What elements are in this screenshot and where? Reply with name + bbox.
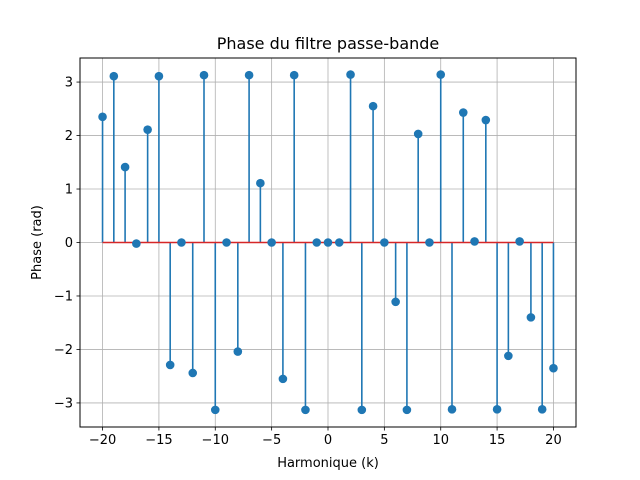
stem-marker bbox=[481, 115, 491, 125]
stem-marker bbox=[368, 101, 378, 111]
y-tick-label: 2 bbox=[65, 129, 73, 144]
x-tick-label: 0 bbox=[324, 433, 332, 448]
chart-title: Phase du filtre passe-bande bbox=[217, 34, 440, 53]
stem-marker bbox=[256, 178, 265, 188]
stem-marker bbox=[267, 238, 276, 247]
stem-marker bbox=[323, 238, 333, 247]
x-tick-label: −15 bbox=[145, 433, 172, 448]
stem-marker bbox=[132, 239, 141, 248]
stem-marker bbox=[278, 374, 288, 384]
stem-marker bbox=[177, 238, 186, 247]
stem-marker bbox=[425, 238, 434, 247]
stem-marker bbox=[199, 70, 209, 80]
stem-marker bbox=[165, 360, 175, 370]
stem-marker bbox=[222, 238, 231, 247]
stem-marker bbox=[504, 351, 513, 361]
stem-marker bbox=[301, 405, 310, 415]
stem-marker bbox=[109, 71, 119, 81]
stem-marker bbox=[526, 313, 536, 322]
stem-marker bbox=[210, 405, 220, 415]
stem-marker bbox=[233, 347, 243, 356]
stem-marker bbox=[515, 237, 524, 246]
stem-marker bbox=[289, 70, 299, 80]
stem-marker bbox=[549, 363, 558, 373]
x-tick-label: 15 bbox=[489, 433, 506, 448]
x-tick-label: −20 bbox=[89, 433, 116, 448]
y-tick-label: 3 bbox=[65, 76, 73, 91]
y-tick-label: 0 bbox=[65, 236, 73, 251]
x-tick-label: −5 bbox=[262, 433, 281, 448]
x-tick-label: 10 bbox=[432, 433, 449, 448]
stem-lines bbox=[101, 74, 555, 410]
x-tick-label: 5 bbox=[380, 433, 388, 448]
x-axis-label: Harmonique (k) bbox=[277, 456, 379, 471]
stem-markers bbox=[98, 70, 558, 415]
y-tick-label: −1 bbox=[54, 289, 73, 304]
y-tick-label: −3 bbox=[54, 396, 73, 411]
stem-marker bbox=[391, 297, 400, 307]
y-tick-label: 1 bbox=[65, 183, 73, 198]
stem-marker bbox=[413, 129, 423, 139]
x-tick-label: 20 bbox=[545, 433, 562, 448]
y-axis-label: Phase (rad) bbox=[30, 205, 45, 280]
stem-marker bbox=[458, 108, 468, 117]
stem-marker bbox=[120, 162, 130, 172]
stem-marker bbox=[98, 112, 107, 122]
stem-marker bbox=[380, 238, 389, 247]
stem-marker bbox=[334, 238, 344, 247]
stem-marker bbox=[188, 368, 198, 378]
stem-marker bbox=[244, 70, 254, 80]
stem-marker bbox=[402, 405, 412, 415]
stem-marker bbox=[492, 405, 502, 414]
stem-marker bbox=[357, 405, 367, 415]
stem-marker bbox=[346, 70, 355, 79]
stem-marker bbox=[143, 125, 152, 134]
stem-marker bbox=[447, 405, 457, 414]
stem-marker bbox=[312, 238, 322, 247]
x-tick-label: −10 bbox=[202, 433, 229, 448]
stem-marker bbox=[154, 71, 164, 81]
stem-marker bbox=[436, 70, 446, 79]
y-tick-label: −2 bbox=[54, 343, 73, 358]
stem-marker bbox=[537, 405, 547, 414]
stem-marker bbox=[470, 237, 479, 246]
